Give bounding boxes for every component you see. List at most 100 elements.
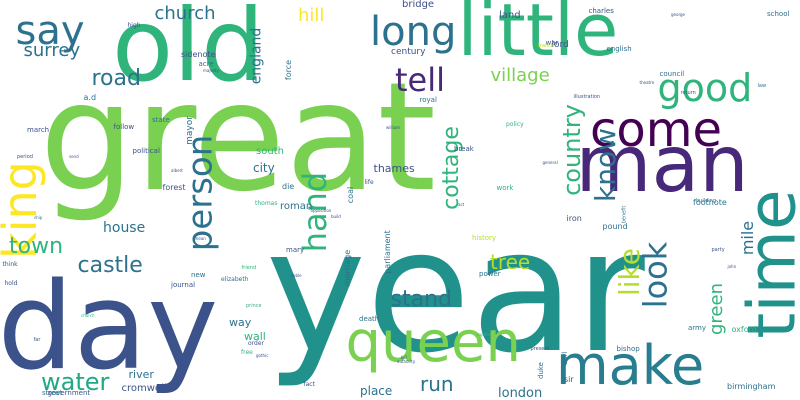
cloud-word: city xyxy=(253,161,275,175)
cloud-word: council xyxy=(659,69,685,78)
cloud-word: benefit xyxy=(621,205,628,223)
cloud-word: period xyxy=(17,153,33,160)
cloud-word: english xyxy=(606,44,632,53)
cloud-word: oxford xyxy=(731,325,757,334)
cloud-word: noble xyxy=(290,273,302,278)
cloud-word: coal xyxy=(346,186,356,204)
cloud-word: like xyxy=(613,247,647,297)
cloud-word: elizabeth xyxy=(221,276,249,283)
cloud-word: follow xyxy=(113,122,135,131)
cloud-word: state xyxy=(152,115,170,124)
cloud-word: send xyxy=(69,154,79,159)
cloud-word: stand xyxy=(390,287,452,312)
cloud-word: theatre xyxy=(639,80,655,85)
cloud-word: pound xyxy=(602,222,628,231)
cloud-word: fact xyxy=(303,381,315,388)
cloud-word: surrey xyxy=(23,40,81,61)
cloud-word: run xyxy=(420,372,454,396)
cloud-word: act xyxy=(458,202,465,207)
cloud-word: cromwell xyxy=(121,383,167,394)
cloud-word: england xyxy=(247,27,264,85)
cloud-word: george xyxy=(671,12,686,17)
cloud-word: south xyxy=(256,146,284,157)
cloud-word: castle xyxy=(77,253,143,278)
cloud-word: war xyxy=(545,38,559,47)
cloud-word: lord xyxy=(551,39,569,50)
cloud-word: mayor xyxy=(184,115,195,145)
cloud-word: come xyxy=(590,102,723,158)
cloud-word: parliament xyxy=(382,230,392,274)
cloud-word: a.d xyxy=(83,93,97,102)
cloud-word: march xyxy=(27,125,50,134)
cloud-word: land xyxy=(499,10,521,21)
cloud-word: forest xyxy=(162,183,186,192)
cloud-word: john xyxy=(727,264,737,269)
cloud-word: acre xyxy=(198,59,214,68)
cloud-word: power xyxy=(479,269,501,278)
cloud-word: long xyxy=(370,9,457,55)
cloud-word: roman xyxy=(280,201,313,212)
cloud-word: history xyxy=(472,233,497,242)
cloud-word: hold xyxy=(4,280,18,287)
cloud-word: capital xyxy=(476,332,490,337)
cloud-word: church xyxy=(154,3,216,24)
cloud-word: gothic xyxy=(256,353,269,358)
cloud-word: marriage xyxy=(343,249,353,287)
cloud-word: little xyxy=(457,0,619,72)
cloud-word: mary xyxy=(286,245,305,254)
cloud-word: cottage xyxy=(438,126,464,210)
cloud-word: old xyxy=(112,0,265,104)
cloud-word: law xyxy=(757,82,767,89)
cloud-word: government xyxy=(47,388,91,397)
cloud-word: day xyxy=(0,258,219,397)
cloud-word: good xyxy=(657,66,753,110)
cloud-word: life xyxy=(364,179,374,186)
cloud-word: albert xyxy=(171,168,183,173)
cloud-word: year xyxy=(265,193,645,391)
cloud-word: man xyxy=(575,120,749,210)
cloud-word: mile xyxy=(738,220,758,256)
cloud-word: iron xyxy=(566,214,582,223)
cloud-word: charles xyxy=(588,6,614,15)
cloud-word: royal xyxy=(419,95,437,104)
cloud-word: present xyxy=(530,345,550,352)
cloud-word: death xyxy=(359,314,380,323)
cloud-word: ship xyxy=(34,215,43,220)
cloud-word: think xyxy=(2,261,18,268)
cloud-word: tree xyxy=(490,250,531,274)
cloud-word: journal xyxy=(171,280,196,289)
cloud-word: water xyxy=(41,368,110,396)
cloud-word: village xyxy=(490,65,550,86)
cloud-word: new xyxy=(191,270,206,279)
cloud-word: work xyxy=(496,183,514,192)
cloud-word: bill xyxy=(401,355,407,360)
cloud-word: wall xyxy=(244,329,266,343)
cloud-word: birmingham xyxy=(727,382,776,391)
cloud-word: force xyxy=(284,59,294,81)
cloud-word: sidenote xyxy=(181,50,216,59)
cloud-word: illustration xyxy=(573,93,601,100)
cloud-word: make xyxy=(556,334,705,397)
cloud-word: tell xyxy=(395,61,446,99)
cloud-word: william xyxy=(386,125,401,130)
cloud-word: opposition xyxy=(310,208,332,213)
cloud-word: thomas xyxy=(255,200,278,207)
cloud-word: town xyxy=(9,234,64,259)
cloud-word: green xyxy=(706,283,727,335)
cloud-word: policy xyxy=(506,121,524,128)
cloud-word: church xyxy=(81,313,95,318)
cloud-word: house xyxy=(103,220,146,236)
cloud-word: mean xyxy=(194,236,206,241)
cloud-word: sir xyxy=(564,375,574,384)
cloud-word: break xyxy=(454,144,474,153)
cloud-word: great xyxy=(39,51,437,225)
cloud-word: know xyxy=(589,128,622,202)
cloud-word: free xyxy=(241,349,253,356)
cloud-word: bishop xyxy=(616,344,640,353)
cloud-word: majesty xyxy=(203,68,219,73)
cloud-word: century xyxy=(391,46,426,57)
cloud-word: france xyxy=(538,42,554,49)
cloud-word: queen xyxy=(345,310,521,375)
cloud-word: authority xyxy=(397,359,416,364)
cloud-word: duke xyxy=(536,361,545,379)
